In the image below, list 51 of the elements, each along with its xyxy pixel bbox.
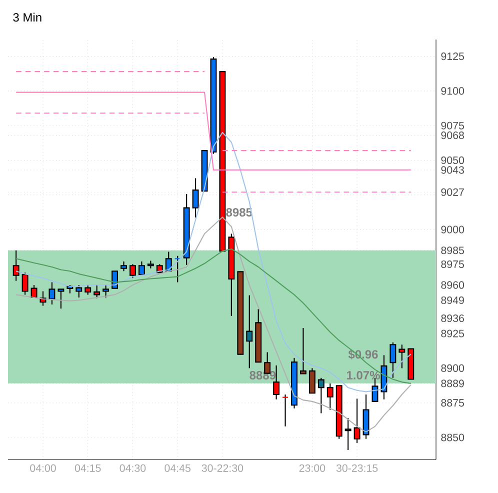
y-tick-label: 9027: [441, 188, 464, 196]
candlestick: [192, 178, 199, 218]
x-tick-label: 04:45: [164, 464, 190, 472]
y-tick-label: 9050: [441, 156, 464, 164]
candlestick: [130, 264, 136, 279]
y-tick-label: 8949: [441, 296, 464, 304]
candlestick: [12, 250, 20, 282]
candlestick: [308, 368, 316, 394]
y-tick-label: 9068: [441, 132, 464, 140]
x-tick-label: 04:00: [30, 464, 56, 472]
y-tick-label: 9125: [441, 52, 464, 60]
y-tick-label: 8889: [441, 380, 464, 388]
candlestick: [120, 260, 127, 272]
candlestick: [326, 382, 334, 410]
y-tick-label: 8975: [441, 260, 464, 268]
candlestick: [58, 288, 64, 310]
candlestick: [318, 377, 324, 414]
x-tick-label: 30-22:30: [202, 464, 244, 472]
y-tick-label: 9100: [441, 87, 464, 95]
candlestick: [84, 284, 92, 296]
candlestick: [344, 418, 352, 450]
y-tick-label: 8850: [441, 434, 464, 442]
candlestick: [102, 284, 110, 298]
candlestick: [300, 327, 306, 374]
candlestick: [48, 282, 56, 305]
candlestick: [398, 344, 406, 369]
candlestick: [282, 394, 288, 427]
chart-title: 3 Min: [13, 12, 42, 22]
y-tick-label: 8985: [441, 246, 464, 254]
candlestick: [174, 255, 181, 283]
y-tick-label: 8925: [441, 330, 464, 338]
y-tick-label: 9075: [441, 122, 464, 130]
annotation: 1.07%: [346, 370, 380, 380]
x-tick-label: 04:30: [120, 464, 146, 472]
x-tick-label: 04:15: [74, 464, 101, 472]
candlestick: [30, 284, 38, 298]
candlestick: [76, 284, 82, 298]
candlestick: [246, 294, 253, 369]
y-tick-label: 9000: [441, 226, 464, 234]
y-tick-label: 8875: [441, 399, 464, 407]
x-tick-label: 23:00: [299, 464, 326, 472]
candlestick: [354, 398, 360, 444]
candlestick: [94, 284, 100, 299]
y-tick-label: 8900: [441, 364, 464, 372]
x-tick-label: 30-23:15: [336, 464, 378, 472]
candlestick: [390, 342, 396, 378]
candlestick: [138, 260, 145, 276]
candlestick: [22, 272, 28, 296]
y-tick-label: 8936: [441, 314, 464, 322]
y-tick-label: 9043: [441, 166, 464, 174]
y-tick-label: 8960: [441, 281, 464, 289]
